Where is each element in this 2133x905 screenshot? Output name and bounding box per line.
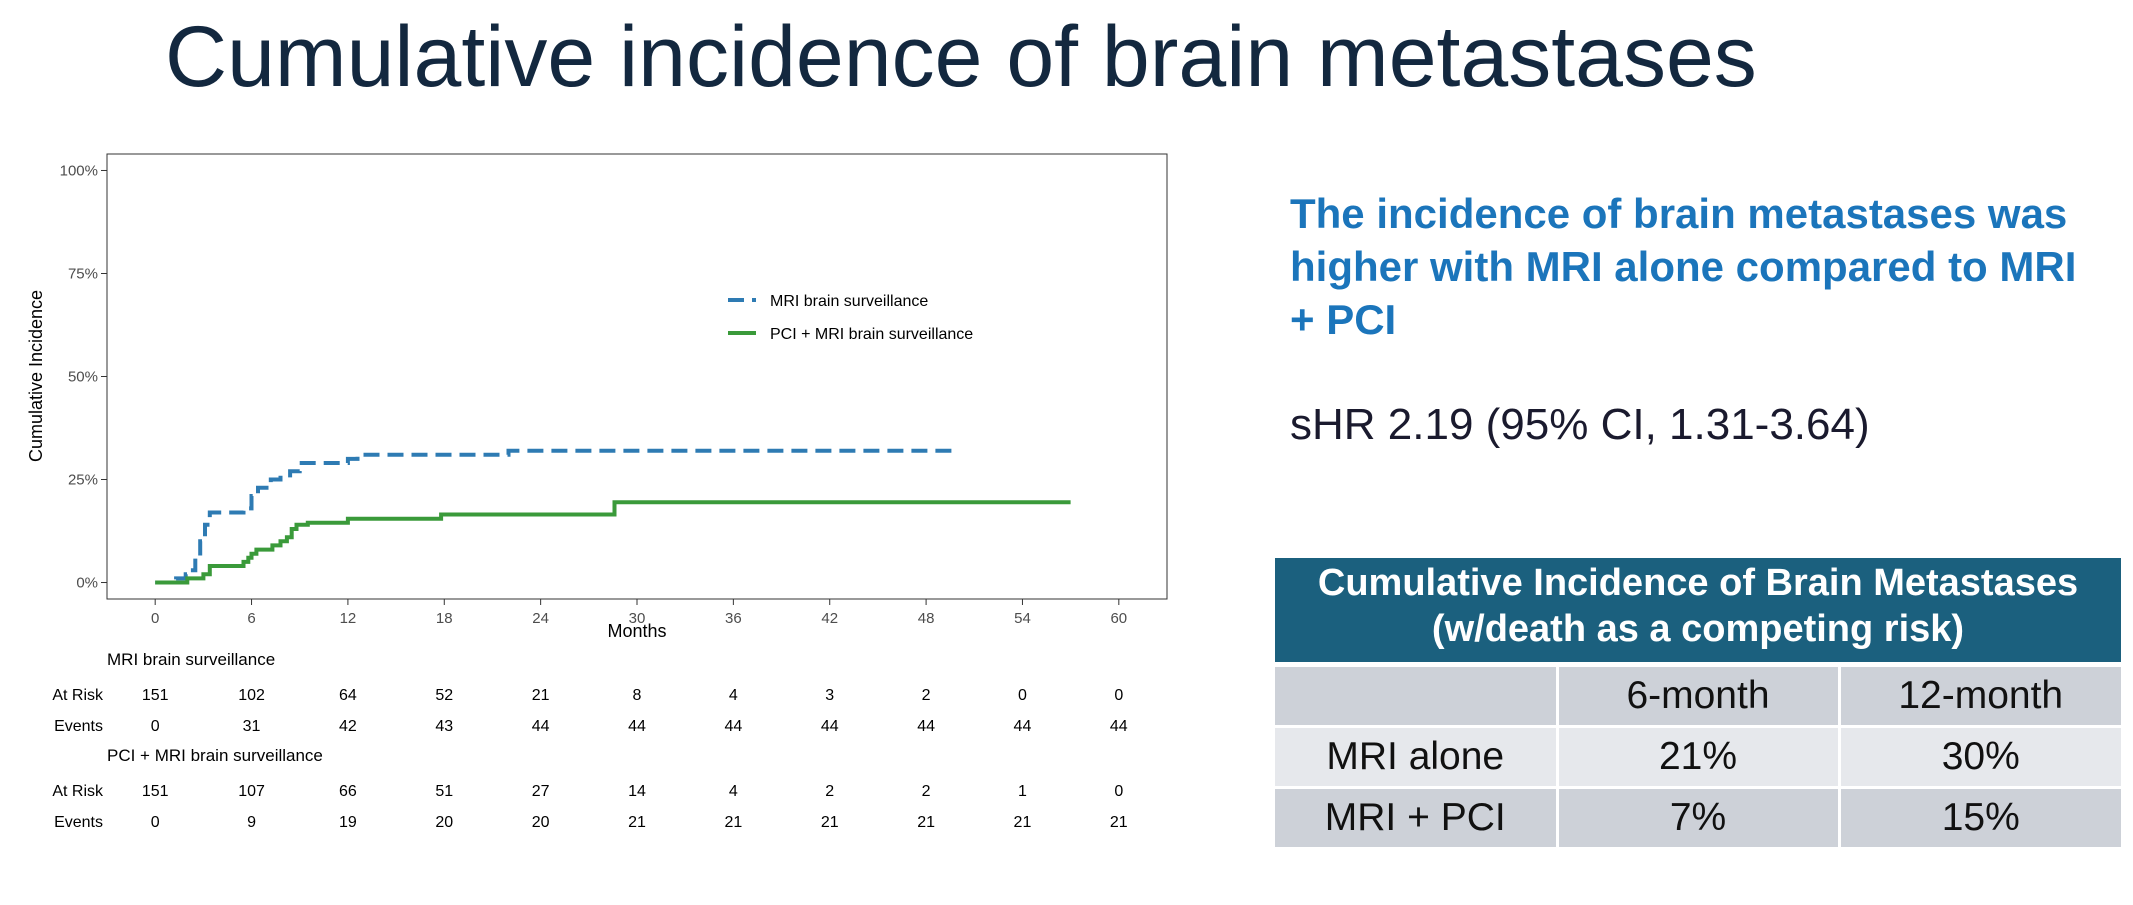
risk-value: 51 [435, 783, 453, 800]
twelve-month-header: 12-month [1837, 664, 2121, 729]
x-axis-title: Months [607, 621, 666, 641]
risk-group-title: PCI + MRI brain surveillance [107, 746, 323, 765]
risk-value: 21 [1014, 814, 1032, 831]
risk-value: 21 [628, 814, 646, 831]
risk-value: 1 [1018, 783, 1027, 800]
key-finding-text: The incidence of brain metastases was hi… [1290, 190, 2077, 343]
cumulative-incidence-chart: 0%25%50%75%100% 0 6 12 18 24 30 36 42 48 54 60 Mon… [26, 153, 1168, 831]
x-tick-label: 48 [918, 610, 935, 627]
risk-value: 21 [917, 814, 935, 831]
risk-value: 44 [917, 718, 935, 735]
risk-value: 2 [922, 687, 931, 704]
y-tick-label: 0% [76, 575, 98, 592]
x-tick-label: 6 [247, 610, 255, 627]
risk-value: 43 [435, 718, 453, 735]
risk-row-label: At Risk [52, 783, 104, 800]
risk-value: 31 [243, 718, 261, 735]
risk-value: 2 [825, 783, 834, 800]
x-tick-label: 0 [151, 610, 159, 627]
y-tick-label: 50% [68, 369, 98, 386]
y-tick-label: 100% [60, 162, 98, 179]
risk-value: 52 [435, 687, 453, 704]
six-month-value: 21% [1555, 726, 1839, 790]
x-tick-label: 18 [436, 610, 453, 627]
row-label: MRI + PCI [1275, 787, 1557, 851]
plot-panel [106, 153, 1168, 600]
risk-row-label: At Risk [52, 687, 104, 704]
risk-value: 21 [821, 814, 839, 831]
x-tick-label: 24 [532, 610, 549, 627]
risk-value: 21 [1110, 814, 1128, 831]
risk-row-label: Events [54, 718, 103, 735]
series-line-1 [155, 448, 959, 585]
risk-value: 20 [532, 814, 550, 831]
incidence-table-title: Cumulative Incidence of Brain Metastases [1317, 562, 2079, 604]
legend-label: MRI brain surveillance [770, 293, 928, 310]
risk-value: 4 [729, 783, 738, 800]
risk-value: 2 [922, 783, 931, 800]
incidence-summary-table: Cumulative Incidence of Brain Metastases… [1275, 558, 2121, 851]
twelve-month-value: 30% [1837, 726, 2121, 790]
y-tick-label: 75% [68, 265, 98, 282]
hazard-ratio-text: sHR 2.19 (95% CI, 1.31-3.64) [1290, 400, 1870, 449]
y-axis-title: Cumulative Incidence [26, 290, 46, 462]
incidence-table-header: Cumulative Incidence of Brain Metastases… [1275, 558, 2121, 668]
risk-value: 44 [821, 718, 839, 735]
risk-value: 21 [724, 814, 742, 831]
six-month-header: 6-month [1555, 664, 1839, 729]
incidence-table-subtitle: (w/death as a competing risk) [1431, 607, 1965, 650]
risk-value: 0 [151, 718, 160, 735]
risk-value: 107 [238, 783, 265, 800]
risk-value: 20 [435, 814, 453, 831]
risk-value: 44 [1110, 718, 1128, 735]
risk-value: 8 [633, 687, 642, 704]
risk-value: 64 [339, 687, 357, 704]
risk-value: 66 [339, 783, 357, 800]
risk-value: 44 [628, 718, 646, 735]
six-month-value: 7% [1555, 787, 1839, 851]
legend: MRI brain surveillance PCI + MRI brain su… [728, 293, 973, 343]
risk-value: 0 [1114, 783, 1123, 800]
table-row: MRI alone 21% 30% [1275, 726, 2121, 790]
x-tick-label: 36 [725, 610, 742, 627]
risk-value: 0 [1018, 687, 1027, 704]
risk-value: 44 [724, 718, 742, 735]
legend-label: PCI + MRI brain surveillance [770, 326, 973, 343]
x-tick-label: 54 [1014, 610, 1031, 627]
risk-value: 19 [339, 814, 357, 831]
risk-value: 14 [628, 783, 646, 800]
row-label: MRI alone [1275, 726, 1557, 790]
y-tick-label: 25% [68, 472, 98, 489]
x-axis: 0 6 12 18 24 30 36 42 48 54 60 [151, 599, 1127, 627]
table-row: MRI + PCI 7% 15% [1275, 787, 2121, 851]
column-header-row: 6-month 12-month [1275, 664, 2121, 729]
risk-value: 151 [142, 687, 169, 704]
x-tick-label: 30 [629, 610, 646, 627]
risk-value: 21 [532, 687, 550, 704]
risk-value: 0 [1114, 687, 1123, 704]
slide-title: Cumulative incidence of brain metastases [165, 9, 1757, 105]
x-tick-label: 42 [821, 610, 838, 627]
risk-value: 151 [142, 783, 169, 800]
x-tick-label: 12 [340, 610, 357, 627]
risk-value: 9 [247, 814, 256, 831]
risk-value: 27 [532, 783, 550, 800]
series-line-2 [155, 500, 1071, 585]
risk-value: 3 [825, 687, 834, 704]
risk-value: 4 [729, 687, 738, 704]
risk-value: 0 [151, 814, 160, 831]
series-layer [155, 448, 1071, 585]
risk-group-title: MRI brain surveillance [107, 650, 275, 669]
twelve-month-value: 15% [1837, 787, 2121, 851]
empty-header-cell [1275, 664, 1557, 729]
risk-value: 44 [532, 718, 550, 735]
risk-value: 42 [339, 718, 357, 735]
risk-value: 44 [1014, 718, 1032, 735]
risk-value: 102 [238, 687, 265, 704]
risk-row-label: Events [54, 814, 103, 831]
x-tick-label: 60 [1110, 610, 1127, 627]
y-axis: 0% 25% 50% 75% 100% [60, 162, 107, 592]
